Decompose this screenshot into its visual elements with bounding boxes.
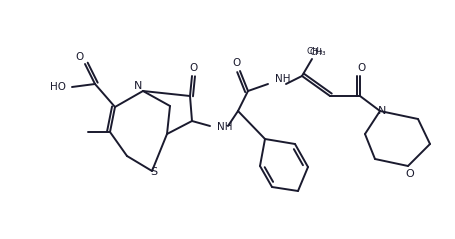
- Text: O: O: [233, 58, 241, 68]
- Text: O: O: [189, 63, 197, 73]
- Text: S: S: [150, 167, 157, 177]
- Text: CH₃: CH₃: [309, 48, 326, 56]
- Text: O: O: [357, 63, 365, 73]
- Text: NH: NH: [274, 74, 290, 84]
- Text: O: O: [76, 52, 84, 62]
- Text: HO: HO: [50, 82, 66, 92]
- Text: O: O: [405, 169, 414, 179]
- Text: CH₃: CH₃: [306, 47, 323, 55]
- Text: N: N: [377, 106, 385, 116]
- Text: NH: NH: [217, 122, 232, 132]
- Text: N: N: [133, 81, 142, 91]
